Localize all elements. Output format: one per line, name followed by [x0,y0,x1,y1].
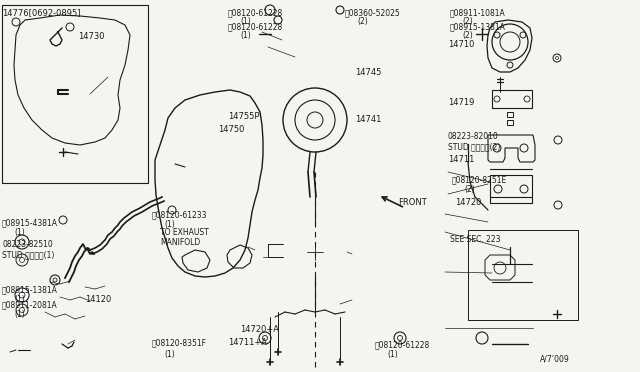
Polygon shape [487,20,532,72]
Text: (1): (1) [14,228,25,237]
Text: (1): (1) [14,310,25,319]
Text: 14120: 14120 [85,295,111,304]
Text: 14711+A: 14711+A [228,338,267,347]
Text: ⒲08120-61233: ⒲08120-61233 [152,210,207,219]
Bar [507,112,513,117]
Text: 08223-82510: 08223-82510 [2,240,52,249]
Text: STUD スタック(2): STUD スタック(2) [448,142,500,151]
Text: ⒲08120-8251E: ⒲08120-8251E [452,175,508,184]
Text: ⒲08120-61228: ⒲08120-61228 [375,340,430,349]
Circle shape [492,24,528,60]
Text: (2): (2) [357,17,368,26]
Text: (2): (2) [464,185,475,194]
Text: SEE SEC. 223: SEE SEC. 223 [450,235,500,244]
Text: (1): (1) [14,295,25,304]
Text: (1): (1) [164,220,175,229]
Text: 14730: 14730 [78,32,104,41]
Text: 08223-82010: 08223-82010 [448,132,499,141]
Text: 14750: 14750 [218,125,244,134]
Text: (1): (1) [240,17,251,26]
Circle shape [283,88,347,152]
Text: 14720: 14720 [455,198,481,207]
Text: MANIFOLD: MANIFOLD [160,238,200,247]
Text: Ⓚ08911-2081A: Ⓚ08911-2081A [2,300,58,309]
Text: A/7’009: A/7’009 [540,355,570,364]
Text: 14776[0692-0895]: 14776[0692-0895] [2,8,81,17]
Bar [468,230,578,320]
Bar [490,175,532,203]
Text: ⓖ08915-1381A: ⓖ08915-1381A [2,285,58,294]
Text: ⒲08120-61228: ⒲08120-61228 [228,8,284,17]
Text: STUD スタック(1): STUD スタック(1) [2,250,54,259]
Text: (1): (1) [240,31,251,40]
Text: (1): (1) [164,350,175,359]
Text: 14745: 14745 [355,68,381,77]
Text: ⒲08120-8351F: ⒲08120-8351F [152,338,207,347]
Text: (1): (1) [387,350,397,359]
Text: 14710: 14710 [448,40,474,49]
Text: TO EXHAUST: TO EXHAUST [160,228,209,237]
Text: ⓗ08915-4381A: ⓗ08915-4381A [2,218,58,227]
Bar [2,5,148,183]
Text: FRONT: FRONT [398,198,427,207]
Bar [492,90,532,108]
Circle shape [15,288,29,302]
Text: ⓖ08915-1381A: ⓖ08915-1381A [450,22,506,31]
Text: 14741: 14741 [355,115,381,124]
Text: Ⓝ08360-52025: Ⓝ08360-52025 [345,8,401,17]
Bar [507,120,513,125]
Text: ⒲08120-61228: ⒲08120-61228 [228,22,284,31]
Text: 14711: 14711 [448,155,474,164]
Text: Ⓚ08911-1081A: Ⓚ08911-1081A [450,8,506,17]
Polygon shape [488,135,535,162]
Text: 14755P: 14755P [228,112,259,121]
Text: 14720+A: 14720+A [240,325,279,334]
Text: 14719: 14719 [448,98,474,107]
Text: (2): (2) [462,31,473,40]
Text: (2): (2) [462,17,473,26]
